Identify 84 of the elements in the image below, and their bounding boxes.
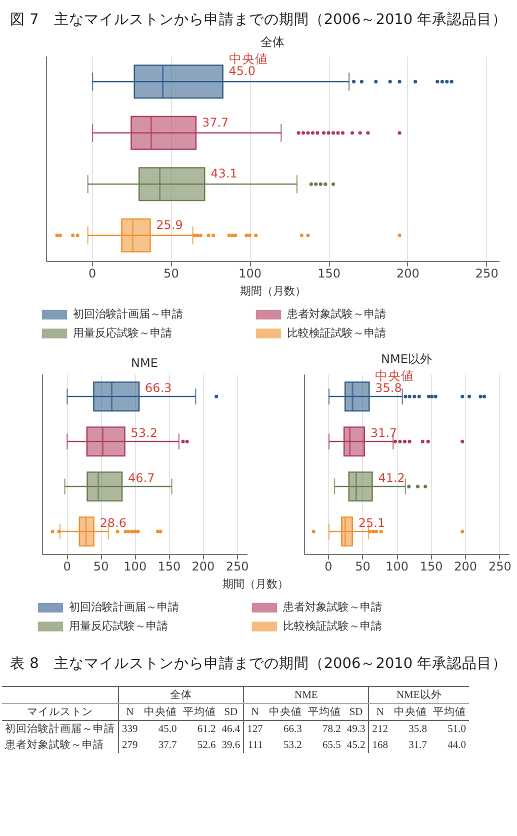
x-tick-label: 100	[124, 560, 147, 574]
data-label: 127	[244, 720, 266, 737]
x-tick-label: N	[244, 704, 266, 720]
data-label: 339	[118, 720, 141, 737]
legend-label: 用量反応試験～申請	[73, 326, 172, 340]
x-tick-label: N	[368, 704, 391, 720]
x-tick-label: 0	[324, 560, 332, 574]
data-label: 39.6	[220, 738, 242, 752]
legend-label: 初回治験計画届～申請	[69, 600, 179, 614]
x-tick-label: 100	[386, 560, 409, 574]
text: NME	[244, 686, 369, 704]
x-tick-label: 200	[396, 266, 420, 280]
data-label: 49.3	[346, 722, 366, 736]
text: 25.1	[358, 516, 386, 530]
data-label: 46.4	[220, 722, 242, 736]
x-tick-label: 250	[226, 560, 249, 574]
x-tick-label: 中央値	[266, 704, 305, 720]
x-tick-label: 100	[238, 266, 262, 280]
data-label: 212	[368, 720, 391, 737]
text: 37.7	[202, 115, 229, 130]
text: 41.2	[378, 471, 405, 486]
legend-label: 患者対象試験～申請	[286, 308, 386, 321]
text: 53.2	[130, 426, 158, 440]
text: 25.9	[156, 218, 183, 232]
data-label: 52.6	[196, 738, 217, 752]
chart-title: 表 8 主なマイルストンから申請までの期間（2006～2010 年承認品目）	[9, 654, 508, 674]
legend-label: 初回治験計画届～申請	[73, 308, 183, 321]
x-tick-label: N	[118, 704, 141, 720]
text: 28.6	[100, 516, 126, 530]
x-tick-label: 200	[192, 560, 215, 574]
data-label: 51.0	[446, 722, 467, 736]
x-tick-label: 150	[318, 266, 340, 280]
x-tick-label: 中央値	[140, 704, 180, 720]
data-label: 78.2	[322, 722, 342, 736]
data-label: 44.0	[446, 738, 467, 752]
data-label: 45.0	[157, 722, 178, 736]
x-tick-label: 中央値	[391, 704, 430, 720]
x-tick-label: 200	[454, 560, 478, 574]
chart-title: NME	[131, 356, 158, 370]
x-tick-label: 平均値	[180, 704, 219, 720]
annotation: 中央値	[375, 368, 414, 384]
data-label: 37.7	[157, 738, 178, 752]
x-tick-label: 平均値	[304, 704, 344, 720]
legend-label: 患者対象試験～申請	[282, 600, 382, 614]
x-axis-title: 期間（月数）	[240, 284, 306, 298]
data-label: 111	[244, 737, 266, 753]
x-tick-label: 150	[158, 560, 181, 574]
data-label: 31.7	[408, 738, 428, 752]
data-label: 279	[118, 737, 141, 753]
data-label: 61.2	[196, 722, 217, 736]
x-tick-label: 250	[488, 560, 512, 574]
data-label: 35.8	[408, 722, 428, 736]
legend-label: 用量反応試験～申請	[69, 620, 168, 632]
chart-title: 図 7 主なマイルストンから申請までの期間（2006～2010 年承認品目）	[9, 10, 508, 30]
data-label: 45.2	[346, 738, 366, 752]
text: マイルストン	[2, 704, 118, 720]
data-label: 65.5	[322, 738, 342, 752]
x-tick-label: SD	[218, 704, 244, 720]
x-tick-label: 0	[88, 266, 96, 280]
annotation: 中央値	[228, 51, 268, 66]
text: 46.7	[128, 471, 155, 486]
x-tick-label: 50	[355, 560, 370, 574]
text: 35.8	[375, 381, 402, 396]
legend-label: 比較検証試験～申請	[287, 326, 386, 340]
x-tick-label: 50	[164, 266, 179, 280]
x-tick-label: SD	[344, 704, 369, 720]
x-axis-title: 期間（月数）	[222, 578, 288, 590]
chart-title: NME以外	[381, 352, 432, 366]
x-tick-label: 50	[93, 560, 109, 574]
text: 31.7	[370, 426, 398, 440]
x-tick-label: 平均値	[430, 704, 469, 720]
chart-subtitle: 全体	[260, 35, 284, 50]
x-tick-label: 0	[63, 560, 71, 574]
legend-label: 比較検証試験～申請	[283, 620, 382, 632]
text: 43.1	[210, 166, 238, 181]
data-label: 66.3	[282, 722, 303, 736]
data-label: 53.2	[282, 738, 303, 752]
text: 66.3	[145, 381, 172, 396]
text: 45.0	[228, 64, 256, 78]
text: 全体	[118, 686, 244, 704]
data-label: 168	[368, 737, 391, 753]
text: NME以外	[368, 686, 469, 704]
x-tick-label: 250	[475, 266, 498, 280]
x-tick-label: 150	[420, 560, 443, 574]
